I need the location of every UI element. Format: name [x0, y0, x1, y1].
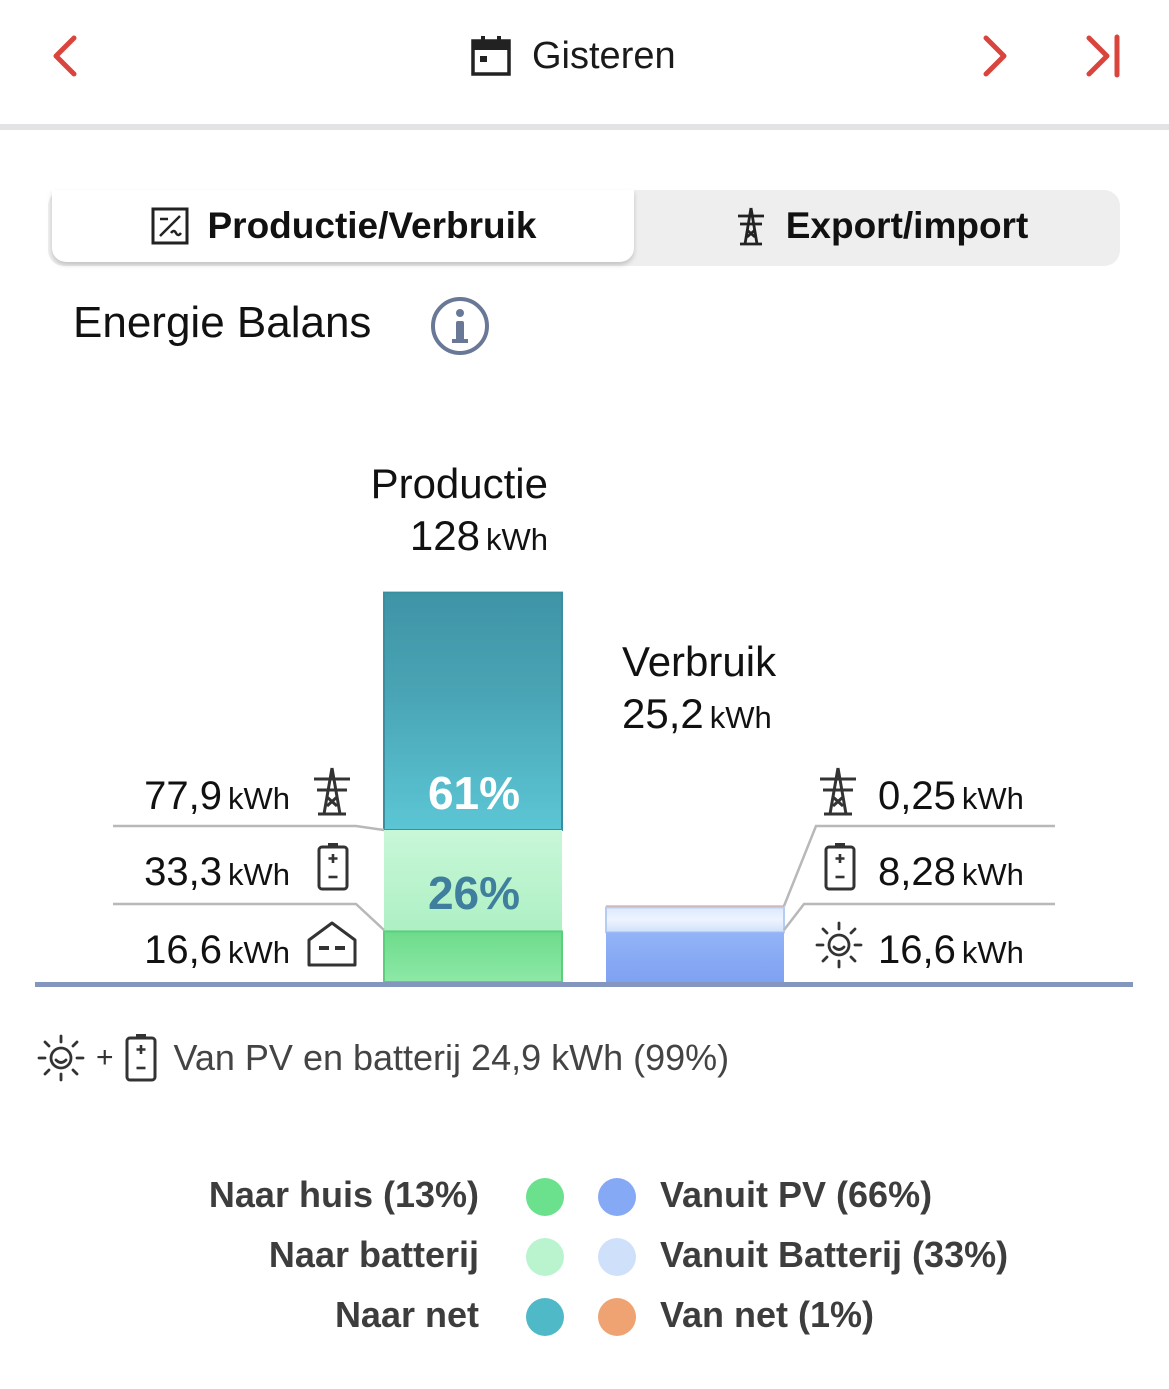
bar-segment-naar-batterij	[384, 830, 562, 932]
value-naar-huis: 16,6 kWh	[115, 928, 290, 973]
tab-label: Export/import	[785, 205, 1029, 246]
legend-swatch-naar-batterij	[526, 1238, 564, 1276]
battery-icon	[125, 1034, 157, 1082]
percent-label-net: 61%	[427, 767, 521, 819]
consumption-total-unit: kWh	[709, 700, 772, 735]
date-picker[interactable]: Gisteren	[470, 28, 676, 84]
left-leader-lines	[113, 824, 385, 931]
production-total-unit: kWh	[486, 522, 548, 557]
power-pylon-icon	[314, 767, 350, 816]
house-icon	[307, 921, 357, 967]
legend-swatch-naar-huis	[526, 1178, 564, 1216]
bar-segment-naar-huis	[383, 930, 563, 984]
value-number: 33,3	[144, 850, 222, 894]
section-title: Energie Balans	[73, 298, 372, 347]
consumption-total: 25,2 kWh	[622, 690, 776, 738]
legend-item-vanuit-pv: Vanuit PV (66%)	[660, 1174, 933, 1215]
value-number: 16,6	[144, 928, 222, 972]
value-naar-net: 77,9 kWh	[115, 774, 290, 819]
tab-export-import[interactable]: Export/import	[640, 190, 1120, 262]
chart-baseline	[35, 982, 1133, 987]
top-bar: Gisteren	[0, 0, 1169, 126]
value-unit: kWh	[961, 781, 1024, 816]
value-unit: kWh	[961, 857, 1024, 892]
right-leader-lines	[782, 824, 1055, 931]
energy-balance-chart	[35, 591, 1133, 987]
legend-item-van-net: Van net (1%)	[660, 1294, 875, 1335]
bar-segment-naar-net	[383, 591, 563, 831]
last-day-button[interactable]	[1074, 28, 1130, 84]
battery-icon	[317, 843, 349, 891]
power-pylon-icon	[737, 207, 764, 246]
sun-icon	[815, 921, 863, 969]
leader-line-battery-right	[783, 902, 1055, 931]
legend-swatch-vanuit-batterij	[598, 1238, 636, 1276]
value-number: 16,6	[878, 928, 956, 972]
legend-item-naar-huis: Naar huis (13%)	[208, 1174, 479, 1215]
consumption-bar	[605, 905, 785, 982]
legend-swatch-vanuit-pv	[598, 1178, 636, 1216]
next-day-button[interactable]	[966, 28, 1022, 84]
value-unit: kWh	[961, 935, 1024, 970]
legend-item-naar-net: Naar net	[334, 1294, 479, 1335]
power-pylon-icon	[820, 767, 856, 816]
value-number: 77,9	[144, 774, 222, 818]
previous-day-button[interactable]	[38, 28, 94, 84]
legend-item-naar-batterij: Naar batterij	[268, 1234, 479, 1275]
info-button[interactable]	[430, 296, 490, 356]
consumption-header: Verbruik 25,2 kWh	[622, 638, 776, 738]
value-naar-batterij: 33,3 kWh	[115, 850, 290, 895]
bar-segment-vanuit-batterij	[605, 906, 785, 934]
bar-segment-vanuit-pv	[606, 932, 784, 982]
plus-sign: +	[96, 1041, 114, 1074]
value-unit: kWh	[228, 857, 290, 892]
production-total-value: 128	[409, 512, 480, 559]
chevron-right-icon	[983, 35, 1007, 77]
date-label: Gisteren	[532, 34, 676, 77]
tab-label: Productie/Verbruik	[207, 205, 537, 246]
value-number: 8,28	[878, 850, 956, 894]
header-divider	[0, 124, 1169, 130]
consumption-total-value: 25,2	[622, 690, 704, 737]
value-unit: kWh	[228, 781, 290, 816]
bar-segment-van-net	[606, 905, 784, 908]
percent-label-battery: 26%	[427, 867, 521, 919]
value-number: 0,25	[878, 774, 956, 818]
tab-production-consumption[interactable]: Productie/Verbruik	[52, 190, 634, 262]
production-label: Productie	[370, 460, 548, 507]
summary-text: Van PV en batterij 24,9 kWh (99%)	[173, 1037, 730, 1078]
skip-to-end-icon	[1086, 34, 1120, 78]
production-bar	[383, 591, 563, 984]
legend-swatch-van-net	[598, 1298, 636, 1336]
value-van-net: 0,25 kWh	[878, 774, 1024, 819]
leader-line-net	[113, 824, 385, 832]
value-vanuit-pv: 16,6 kWh	[878, 928, 1024, 973]
legend-item-vanuit-batterij: Vanuit Batterij (33%)	[660, 1234, 1009, 1275]
self-sufficiency-summary: + Van PV en batterij 24,9 kWh (99%)	[36, 1030, 729, 1086]
legend-swatch-naar-net	[526, 1298, 564, 1336]
sun-icon	[37, 1034, 85, 1082]
value-vanuit-batterij: 8,28 kWh	[878, 850, 1024, 895]
battery-icon	[824, 843, 856, 891]
production-total: 128 kWh	[300, 512, 548, 560]
production-header: Productie 128 kWh	[300, 460, 548, 560]
consumption-label: Verbruik	[622, 638, 777, 685]
info-icon	[431, 297, 489, 355]
leader-line-net-right	[782, 824, 1055, 907]
value-unit: kWh	[228, 935, 290, 970]
inverter-icon	[151, 207, 188, 245]
calendar-icon	[471, 36, 511, 76]
chevron-left-icon	[53, 35, 77, 77]
leader-line-battery	[113, 902, 385, 931]
